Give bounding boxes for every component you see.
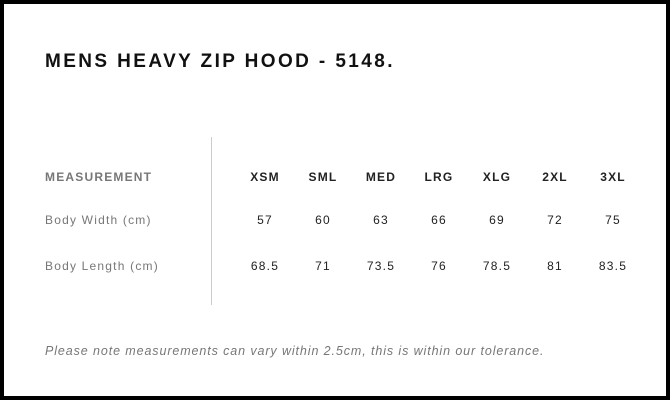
size-header: 2XL — [542, 170, 568, 184]
measurement-value: 68.5 — [250, 259, 280, 273]
measurement-value: 83.5 — [598, 259, 628, 273]
measurement-value: 81 — [547, 259, 563, 273]
size-header: LRG — [424, 170, 454, 184]
header-measurement: MEASUREMENT — [45, 170, 153, 184]
measurement-value: 63 — [373, 213, 389, 227]
measurement-value: 57 — [257, 213, 273, 227]
row-label: Body Length (cm) — [45, 259, 159, 273]
size-chart — [4, 4, 666, 396]
size-header: XSM — [250, 170, 280, 184]
size-header: 3XL — [600, 170, 626, 184]
measurement-value: 76 — [431, 259, 447, 273]
column-divider — [211, 137, 212, 305]
measurement-value: 73.5 — [366, 259, 396, 273]
page-title: MENS HEAVY ZIP HOOD - 5148. — [45, 51, 395, 72]
measurement-value: 60 — [315, 213, 331, 227]
measurement-value: 72 — [547, 213, 563, 227]
tolerance-note: Please note measurements can vary within… — [45, 344, 545, 358]
measurement-value: 71 — [315, 259, 331, 273]
size-header: SML — [308, 170, 338, 184]
size-header: MED — [365, 170, 397, 184]
measurement-value: 69 — [489, 213, 505, 227]
measurement-value: 75 — [605, 213, 621, 227]
size-header: XLG — [482, 170, 512, 184]
measurement-value: 66 — [431, 213, 447, 227]
row-label: Body Width (cm) — [45, 213, 152, 227]
measurement-value: 78.5 — [482, 259, 512, 273]
